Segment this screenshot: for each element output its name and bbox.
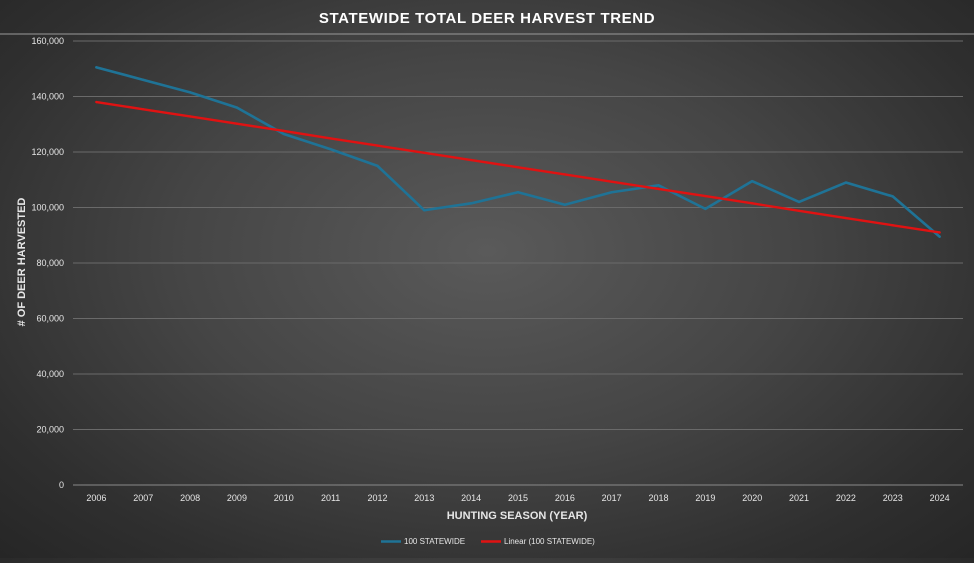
point-linear-trend: [657, 187, 660, 191]
x-tick-label: 2007: [133, 493, 153, 503]
y-tick-label: 100,000: [31, 203, 64, 213]
y-tick-label: 140,000: [31, 92, 64, 102]
point-statewide: [844, 181, 848, 184]
point-statewide: [516, 191, 520, 194]
point-linear-trend: [891, 224, 894, 227]
x-axis-title: HUNTING SEASON (YEAR): [447, 510, 588, 522]
point-statewide: [563, 203, 567, 206]
point-linear-trend: [188, 115, 192, 118]
x-tick-label: 2008: [180, 493, 200, 503]
point-linear-trend: [142, 108, 145, 111]
series-lines: [95, 66, 941, 238]
point-statewide: [891, 195, 894, 198]
point-statewide: [188, 91, 192, 94]
point-linear-trend: [610, 180, 613, 183]
y-tick-label: 80,000: [36, 258, 64, 268]
point-statewide: [751, 179, 754, 183]
x-axis-ticks: 2006 2007 2008 2009 2010 2011 2012 2013 2014 2015…: [86, 493, 949, 503]
point-linear-trend: [844, 216, 848, 220]
point-linear-trend: [469, 158, 473, 162]
legend-item-statewide: 100 STATEWIDE: [381, 537, 465, 546]
point-statewide: [704, 207, 707, 211]
legend: 100 STATEWIDE Linear (100 STATEWIDE): [381, 537, 595, 546]
y-tick-label: 20,000: [36, 425, 64, 435]
x-tick-label: 2010: [274, 493, 294, 503]
x-tick-label: 2016: [555, 493, 575, 503]
x-tick-label: 2023: [883, 493, 903, 503]
y-tick-label: 60,000: [36, 314, 64, 324]
x-tick-label: 2012: [367, 493, 387, 503]
point-statewide: [142, 78, 145, 82]
point-statewide: [938, 235, 941, 238]
y-tick-label: 120,000: [31, 147, 64, 157]
point-linear-trend: [563, 173, 567, 176]
x-tick-label: 2014: [461, 493, 481, 503]
legend-label-linear-trend: Linear (100 STATEWIDE): [504, 537, 595, 546]
x-tick-label: 2015: [508, 493, 528, 503]
legend-label-statewide: 100 STATEWIDE: [404, 537, 465, 546]
point-statewide: [282, 132, 285, 136]
point-linear-trend: [423, 151, 426, 155]
x-tick-label: 2017: [602, 493, 622, 503]
x-tick-label: 2011: [321, 493, 340, 503]
x-tick-label: 2024: [930, 493, 950, 503]
x-tick-label: 2022: [836, 493, 856, 503]
point-linear-trend: [797, 209, 801, 213]
y-axis-ticks: 0 20,000 40,000 60,000 80,000 100,000 120,000 1…: [31, 36, 64, 490]
chart-title: STATEWIDE TOTAL DEER HARVEST TREND: [319, 10, 655, 27]
point-linear-trend: [95, 100, 98, 104]
point-statewide: [235, 106, 239, 109]
x-tick-label: 2006: [86, 493, 106, 503]
y-tick-label: 40,000: [36, 369, 64, 379]
point-linear-trend: [704, 194, 707, 198]
y-tick-label: 0: [59, 480, 64, 490]
x-tick-label: 2018: [649, 493, 669, 503]
point-statewide: [329, 148, 332, 151]
point-linear-trend: [516, 166, 520, 169]
y-axis-title: # OF DEER HARVESTED: [16, 198, 28, 327]
point-linear-trend: [751, 202, 754, 205]
legend-item-linear-trend: Linear (100 STATEWIDE): [481, 537, 595, 546]
point-linear-trend: [235, 122, 239, 125]
point-linear-trend: [376, 144, 379, 147]
x-tick-label: 2019: [695, 493, 715, 503]
point-linear-trend: [329, 137, 332, 140]
point-statewide: [376, 164, 379, 168]
point-statewide: [423, 209, 426, 212]
point-statewide: [610, 191, 613, 194]
grid-lines: [73, 40, 963, 486]
x-tick-label: 2021: [789, 493, 809, 503]
x-tick-label: 2020: [742, 493, 762, 503]
series-linear-trend: [95, 100, 941, 234]
series-statewide: [95, 66, 941, 238]
x-tick-label: 2009: [227, 493, 247, 503]
point-linear-trend: [282, 129, 285, 133]
x-tick-label: 2013: [414, 493, 434, 503]
point-linear-trend: [938, 231, 941, 234]
y-tick-label: 160,000: [31, 36, 64, 46]
point-statewide: [469, 202, 473, 205]
point-statewide: [797, 200, 801, 204]
point-statewide: [95, 66, 98, 69]
point-statewide: [657, 184, 660, 187]
